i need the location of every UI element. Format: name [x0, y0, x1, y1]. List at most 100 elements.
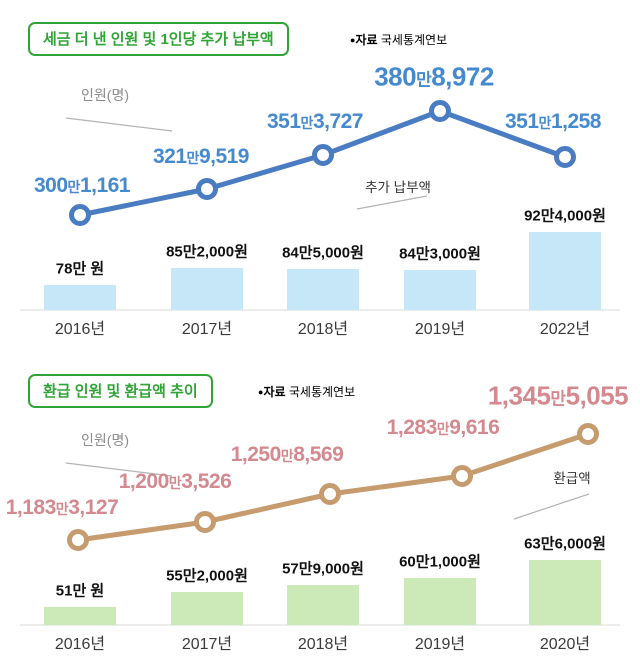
- bar-value-label: 63만6,000원: [524, 535, 606, 553]
- value-big: 1,345: [487, 380, 551, 411]
- value-big: 1,200: [118, 470, 170, 493]
- value-big: 1,283: [386, 416, 438, 439]
- value-unit-man: 만: [538, 115, 552, 131]
- source-name: 국세통계연보: [380, 33, 448, 47]
- x-axis-label: 2018년: [297, 321, 349, 338]
- bullet-icon: ●: [258, 387, 264, 397]
- bar-value-label: 60만1,000원: [399, 553, 481, 571]
- line-series-annotation: 인원(명): [81, 432, 129, 448]
- value-bar: [404, 578, 476, 625]
- value-unit-man: 만: [550, 389, 566, 409]
- source-label: 자료: [355, 33, 378, 47]
- value-unit-man: 만: [416, 70, 432, 90]
- bar-value-label: 51만 원: [55, 582, 105, 600]
- bar-value-label: 55만2,000원: [166, 567, 248, 585]
- data-point-marker: [577, 423, 599, 445]
- data-point-marker: [69, 204, 91, 226]
- line-value-label: 351만3,727: [267, 110, 364, 134]
- x-axis-label: 2016년: [54, 636, 106, 653]
- value-unit-man: 만: [300, 115, 314, 131]
- bar-value-label: 57만9,000원: [282, 560, 364, 578]
- data-point-marker: [451, 465, 473, 487]
- bar-series-annotation: 환급액: [553, 471, 591, 486]
- value-big: 1,161: [79, 174, 131, 197]
- source-note: ●자료 국세통계연보: [350, 31, 447, 48]
- data-point-marker: [194, 511, 216, 533]
- bar-value-label: 84만3,000원: [399, 245, 481, 263]
- value-unit-man: 만: [436, 421, 450, 437]
- bar-value-label: 78만 원: [55, 260, 105, 278]
- value-big: 3,526: [181, 470, 232, 493]
- chart-title: 환급 인원 및 환급액 추이: [43, 383, 198, 400]
- value-big: 300: [34, 174, 68, 197]
- value-big: 321: [153, 145, 187, 168]
- bar-value-label: 85만2,000원: [166, 243, 248, 261]
- line-value-label: 1,200만3,526: [119, 470, 232, 494]
- value-big: 1,183: [5, 496, 57, 519]
- bar-value-label: 84만5,000원: [282, 244, 364, 262]
- value-big: 8,569: [293, 443, 344, 466]
- data-point-marker: [319, 483, 341, 505]
- line-value-label: 1,183만3,127: [6, 496, 119, 520]
- x-axis-label: 2019년: [414, 636, 466, 653]
- value-unit-man: 만: [186, 150, 200, 166]
- value-big: 5,055: [565, 380, 629, 411]
- value-bar: [44, 607, 116, 625]
- value-unit-man: 만: [67, 179, 81, 195]
- x-axis-label: 2018년: [297, 636, 349, 653]
- leader-line: [65, 117, 173, 132]
- line-value-label: 321만9,519: [153, 145, 250, 169]
- data-point-marker: [554, 146, 576, 168]
- line-value-label: 380만8,972: [374, 62, 494, 93]
- line-value-label: 1,283만9,616: [387, 416, 500, 440]
- source-name: 국세통계연보: [288, 385, 356, 399]
- value-unit-man: 만: [55, 501, 69, 517]
- value-bar: [287, 269, 359, 310]
- data-point-marker: [196, 178, 218, 200]
- x-axis-label: 2019년: [414, 321, 466, 338]
- value-unit-man: 만: [280, 448, 294, 464]
- value-bar: [44, 285, 116, 310]
- value-big: 3,727: [312, 110, 364, 133]
- x-axis-label: 2022년: [539, 321, 591, 338]
- value-bar: [287, 585, 359, 625]
- x-axis-label: 2017년: [181, 636, 233, 653]
- value-big: 351: [505, 110, 539, 133]
- value-bar: [404, 270, 476, 310]
- line-series-annotation: 인원(명): [81, 87, 129, 103]
- value-big: 351: [267, 110, 301, 133]
- value-big: 1,258: [550, 110, 602, 133]
- value-big: 1,250: [230, 443, 282, 466]
- source-note: ●자료 국세통계연보: [258, 383, 355, 400]
- data-point-marker: [67, 529, 89, 551]
- value-bar: [529, 560, 601, 625]
- value-big: 9,519: [198, 145, 250, 168]
- line-value-label: 300만1,161: [34, 174, 131, 198]
- line-value-label: 1,345만5,055: [487, 380, 629, 412]
- bullet-icon: ●: [350, 35, 356, 45]
- leader-line: [513, 493, 590, 520]
- line-value-label: 1,250만8,569: [231, 443, 344, 467]
- value-bar: [171, 592, 243, 625]
- chart-title: 세금 더 낸 인원 및 1인당 추가 납부액: [43, 31, 274, 48]
- chart-title-badge: 세금 더 낸 인원 및 1인당 추가 납부액: [28, 22, 289, 56]
- bar-value-label: 92만4,000원: [524, 207, 606, 225]
- data-point-marker: [312, 144, 334, 166]
- value-bar: [529, 232, 601, 310]
- value-bar: [171, 268, 243, 310]
- data-point-marker: [429, 100, 451, 122]
- line-value-label: 351만1,258: [505, 110, 602, 134]
- source-label: 자료: [263, 385, 286, 399]
- chart-title-badge: 환급 인원 및 환급액 추이: [28, 374, 213, 408]
- x-axis-label: 2016년: [54, 321, 106, 338]
- value-big: 9,616: [449, 416, 500, 439]
- value-big: 380: [374, 61, 417, 92]
- x-axis-label: 2017년: [181, 321, 233, 338]
- bar-series-annotation: 추가 납부액: [365, 180, 431, 195]
